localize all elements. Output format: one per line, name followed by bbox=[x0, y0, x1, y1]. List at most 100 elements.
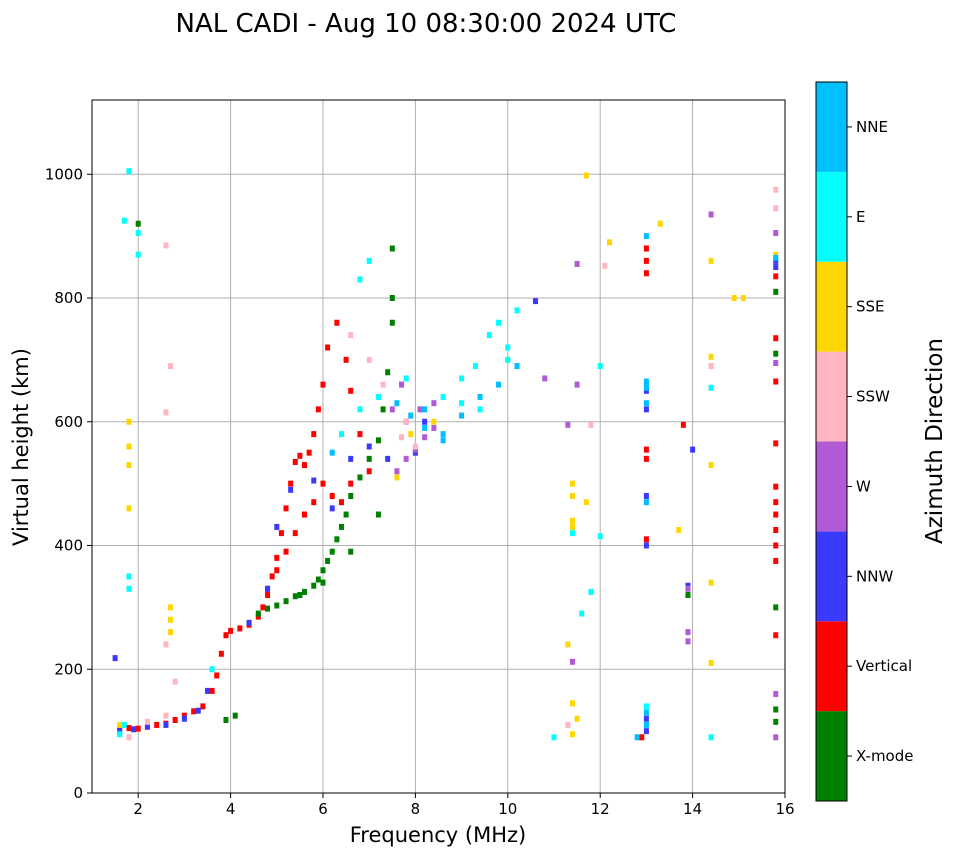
data-point bbox=[643, 387, 649, 394]
data-point bbox=[708, 353, 714, 360]
data-point bbox=[343, 511, 349, 518]
data-point bbox=[338, 431, 344, 438]
data-point bbox=[551, 734, 557, 741]
data-point bbox=[237, 625, 243, 632]
data-point bbox=[394, 468, 400, 475]
data-point bbox=[773, 186, 779, 193]
data-point bbox=[588, 588, 594, 595]
data-point bbox=[773, 511, 779, 518]
data-point bbox=[334, 536, 340, 543]
data-point bbox=[417, 406, 423, 413]
data-point bbox=[643, 270, 649, 277]
data-point bbox=[477, 406, 483, 413]
data-point bbox=[205, 687, 210, 694]
data-point bbox=[740, 295, 746, 301]
data-point bbox=[288, 486, 294, 493]
data-point bbox=[366, 443, 372, 450]
data-point bbox=[348, 387, 354, 394]
series-sse bbox=[117, 172, 779, 738]
data-point bbox=[422, 406, 428, 413]
data-point bbox=[565, 721, 571, 728]
data-point bbox=[218, 650, 224, 657]
data-points bbox=[112, 168, 779, 741]
data-point bbox=[274, 554, 280, 561]
data-point bbox=[634, 734, 640, 741]
data-point bbox=[514, 363, 520, 370]
data-point bbox=[338, 523, 344, 530]
data-point bbox=[690, 446, 696, 453]
data-point bbox=[643, 542, 649, 549]
data-point bbox=[708, 363, 714, 370]
data-point bbox=[163, 409, 169, 416]
data-point bbox=[357, 406, 363, 413]
data-point bbox=[389, 406, 395, 413]
data-point bbox=[380, 406, 386, 413]
data-point bbox=[269, 573, 275, 580]
data-point bbox=[292, 593, 298, 600]
data-point bbox=[486, 332, 492, 339]
data-point bbox=[255, 610, 261, 617]
data-point bbox=[154, 721, 160, 728]
data-point bbox=[311, 477, 317, 484]
data-point bbox=[731, 295, 737, 301]
data-point bbox=[574, 260, 580, 267]
data-point bbox=[773, 527, 779, 534]
data-point bbox=[773, 335, 779, 342]
data-point bbox=[574, 715, 580, 722]
data-point bbox=[274, 602, 280, 609]
data-point bbox=[121, 721, 127, 728]
data-point bbox=[399, 381, 405, 388]
x-tick-label: 2 bbox=[133, 800, 143, 818]
y-axis: 0 200 400 600 800 1000 bbox=[45, 165, 92, 802]
x-tick-label: 10 bbox=[498, 800, 517, 818]
data-point bbox=[643, 721, 649, 728]
data-point bbox=[389, 319, 395, 326]
data-point bbox=[773, 706, 779, 713]
data-point bbox=[265, 605, 271, 612]
data-point bbox=[329, 505, 335, 512]
colorbar-segment bbox=[816, 621, 847, 712]
data-point bbox=[440, 437, 446, 444]
data-point bbox=[597, 363, 603, 370]
data-point bbox=[583, 172, 589, 179]
data-point bbox=[168, 363, 174, 370]
data-point bbox=[412, 449, 418, 456]
data-point bbox=[708, 734, 714, 741]
data-point bbox=[643, 715, 649, 722]
data-point bbox=[569, 658, 575, 665]
data-point bbox=[773, 251, 779, 258]
series-nne bbox=[329, 233, 779, 741]
data-point bbox=[389, 245, 395, 252]
data-point bbox=[643, 384, 649, 391]
data-point bbox=[181, 712, 187, 719]
data-point bbox=[773, 378, 779, 385]
data-point bbox=[431, 424, 437, 431]
data-point bbox=[773, 350, 779, 357]
colorbar-tick-label: SSE bbox=[856, 298, 885, 316]
data-point bbox=[505, 344, 511, 351]
data-point bbox=[297, 452, 303, 459]
colorbar-segment bbox=[816, 441, 847, 532]
data-point bbox=[223, 632, 229, 639]
data-point bbox=[320, 381, 326, 388]
data-point bbox=[643, 709, 649, 716]
plot-frame bbox=[91, 99, 786, 794]
colorbar-segment bbox=[816, 171, 847, 262]
data-point bbox=[348, 332, 354, 339]
data-point bbox=[163, 712, 169, 719]
x-tick-label: 14 bbox=[683, 800, 702, 818]
data-point bbox=[459, 412, 465, 419]
data-point bbox=[135, 230, 141, 237]
data-point bbox=[773, 264, 779, 271]
data-point bbox=[440, 394, 446, 400]
data-point bbox=[200, 703, 206, 710]
data-point bbox=[773, 273, 779, 280]
data-point bbox=[126, 585, 132, 592]
data-point bbox=[131, 726, 137, 733]
data-point bbox=[773, 359, 779, 366]
data-point bbox=[412, 446, 418, 453]
x-tick-label: 16 bbox=[775, 800, 794, 818]
data-point bbox=[505, 356, 511, 363]
data-point bbox=[168, 616, 174, 623]
data-point bbox=[569, 523, 575, 530]
